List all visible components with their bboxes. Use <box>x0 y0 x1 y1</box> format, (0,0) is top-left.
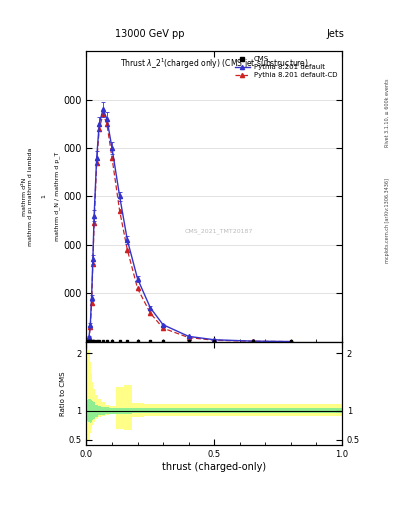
Legend: CMS, Pythia 8.201 default, Pythia 8.201 default-CD: CMS, Pythia 8.201 default, Pythia 8.201 … <box>233 55 338 80</box>
Text: Rivet 3.1.10, ≥ 600k events: Rivet 3.1.10, ≥ 600k events <box>385 78 389 147</box>
Y-axis label: mathrm d²N
mathrm d p₁ mathrm d lambda

1

mathrm d_N / mathrm d p_T: mathrm d²N mathrm d p₁ mathrm d lambda 1… <box>22 147 61 246</box>
Text: 13000 GeV pp: 13000 GeV pp <box>115 29 184 39</box>
Text: Jets: Jets <box>326 29 344 39</box>
Text: CMS_2021_TMT20187: CMS_2021_TMT20187 <box>185 228 253 234</box>
Y-axis label: Ratio to CMS: Ratio to CMS <box>60 371 66 416</box>
Text: mcplots.cern.ch [arXiv:1306.3436]: mcplots.cern.ch [arXiv:1306.3436] <box>385 178 389 263</box>
Text: Thrust $\lambda$_2$^1$(charged only) (CMS jet substructure): Thrust $\lambda$_2$^1$(charged only) (CM… <box>120 57 309 71</box>
X-axis label: thrust (charged-only): thrust (charged-only) <box>162 462 266 472</box>
